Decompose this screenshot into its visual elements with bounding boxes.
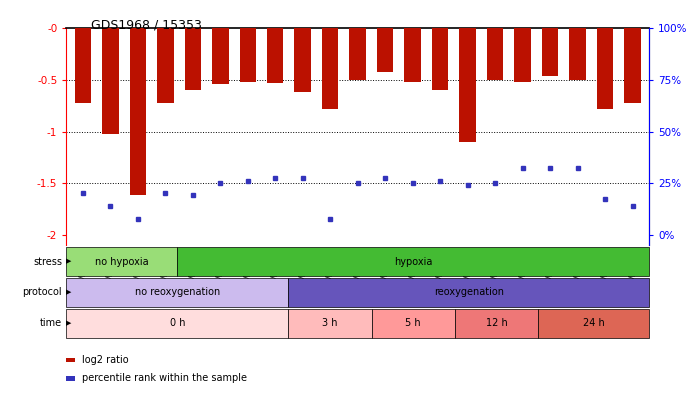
Text: no hypoxia: no hypoxia: [95, 257, 149, 266]
Bar: [267, 28, 283, 83]
Bar: [570, 28, 586, 80]
Bar: [597, 28, 614, 109]
Bar: [75, 28, 91, 102]
Bar: [239, 28, 256, 82]
Text: ▶: ▶: [66, 290, 72, 295]
Text: 12 h: 12 h: [486, 318, 507, 328]
Bar: [432, 28, 448, 90]
Text: reoxygenation: reoxygenation: [433, 288, 504, 297]
Text: 24 h: 24 h: [583, 318, 604, 328]
Text: GDS1968 / 15353: GDS1968 / 15353: [91, 18, 202, 31]
Text: percentile rank within the sample: percentile rank within the sample: [82, 373, 246, 383]
Bar: [487, 28, 503, 80]
Bar: [295, 28, 311, 92]
Text: log2 ratio: log2 ratio: [82, 355, 128, 365]
Bar: [102, 28, 119, 134]
Bar: [404, 28, 421, 82]
Bar: [184, 28, 201, 90]
Bar: [542, 28, 558, 76]
Bar: [377, 28, 394, 72]
Bar: [625, 28, 641, 102]
Text: 3 h: 3 h: [322, 318, 338, 328]
Bar: [130, 28, 146, 196]
Text: ▶: ▶: [66, 320, 72, 326]
Text: hypoxia: hypoxia: [394, 257, 433, 266]
Bar: [157, 28, 174, 102]
Text: protocol: protocol: [22, 288, 62, 297]
Text: stress: stress: [33, 257, 62, 266]
Bar: [212, 28, 228, 84]
Bar: [322, 28, 339, 109]
Text: time: time: [40, 318, 62, 328]
Text: no reoxygenation: no reoxygenation: [135, 288, 220, 297]
Bar: [514, 28, 531, 82]
Bar: [459, 28, 476, 142]
Text: ▶: ▶: [66, 259, 72, 264]
Bar: [350, 28, 366, 80]
Text: 5 h: 5 h: [406, 318, 421, 328]
Text: 0 h: 0 h: [170, 318, 185, 328]
